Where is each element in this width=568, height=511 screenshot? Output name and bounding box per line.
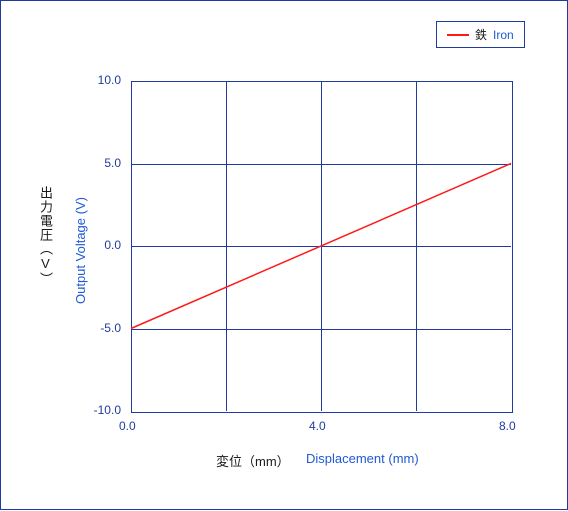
chart-frame: 0.0 4.0 8.0 -10.0 -5.0 0.0 5.0 10.0 変位（mm） Displa… xyxy=(0,0,568,510)
y-tick-label: 5.0 xyxy=(104,156,121,170)
x-axis-label-jp: 変位（mm） xyxy=(216,451,290,470)
y-axis-label-en: Output Voltage (V) xyxy=(73,197,88,304)
x-tick-label: 8.0 xyxy=(499,419,516,433)
plot-area xyxy=(131,81,513,413)
legend: 鉄 Iron xyxy=(436,21,525,48)
grid-line-horizontal xyxy=(131,164,511,165)
legend-label-en: Iron xyxy=(493,28,514,42)
x-axis-label-en: Displacement (mm) xyxy=(306,451,419,466)
y-axis-label-jp: 出力電圧（V） xyxy=(36,186,55,286)
grid-line-horizontal xyxy=(131,246,511,247)
legend-label-jp: 鉄 xyxy=(475,26,487,43)
grid-line-horizontal xyxy=(131,329,511,330)
x-tick-label: 0.0 xyxy=(119,419,136,433)
y-tick-label: 10.0 xyxy=(98,73,121,87)
y-tick-label: -10.0 xyxy=(94,403,121,417)
x-tick-label: 4.0 xyxy=(309,419,326,433)
y-tick-label: -5.0 xyxy=(100,321,121,335)
y-tick-label: 0.0 xyxy=(104,238,121,252)
legend-swatch xyxy=(447,34,469,36)
